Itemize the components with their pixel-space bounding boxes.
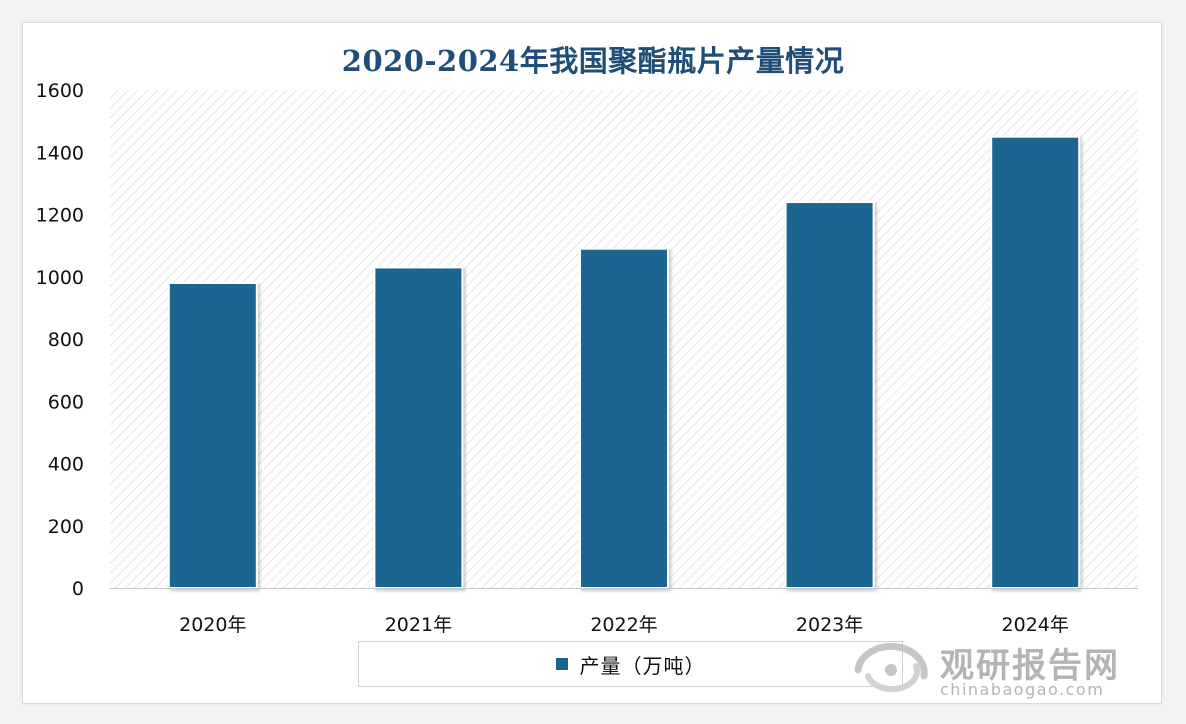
x-tick-label: 2020年 bbox=[179, 614, 246, 636]
y-tick-label: 0 bbox=[72, 578, 84, 600]
watermark: 观研报告网 chinabaogao.com bbox=[846, 630, 1164, 702]
legend: 产量（万吨） bbox=[358, 641, 903, 687]
y-tick-label: 800 bbox=[48, 329, 84, 351]
bar-2 bbox=[579, 247, 669, 590]
y-tick-label: 400 bbox=[48, 454, 84, 476]
y-axis-ticks: 0 200 400 600 800 1000 1200 1400 1600 bbox=[36, 80, 84, 600]
y-tick-label: 600 bbox=[48, 391, 84, 413]
bar-1 bbox=[373, 266, 464, 589]
bar-0 bbox=[167, 281, 258, 589]
x-tick-label: 2021年 bbox=[385, 614, 452, 636]
x-tick-label: 2024年 bbox=[1002, 614, 1069, 636]
y-tick-label: 1600 bbox=[36, 80, 84, 102]
legend-label: 产量（万吨） bbox=[579, 653, 706, 678]
bars bbox=[167, 135, 1081, 590]
watermark-name: 观研报告网 bbox=[940, 646, 1120, 686]
legend-swatch bbox=[555, 658, 568, 670]
y-tick-label: 200 bbox=[48, 516, 84, 538]
bar-3 bbox=[784, 201, 875, 590]
chart-title: 2020-2024年我国聚酯瓶片产量情况 bbox=[341, 44, 845, 78]
watermark-url: chinabaogao.com bbox=[940, 680, 1105, 699]
y-tick-label: 1200 bbox=[36, 205, 84, 227]
x-tick-label: 2023年 bbox=[796, 614, 863, 636]
watermark-logo-icon bbox=[854, 642, 928, 693]
bar-4 bbox=[990, 135, 1081, 589]
x-tick-label: 2022年 bbox=[590, 614, 657, 636]
y-tick-label: 1000 bbox=[36, 267, 84, 289]
y-tick-label: 1400 bbox=[36, 142, 84, 164]
x-axis-ticks: 2020年 2021年 2022年 2023年 2024年 bbox=[179, 614, 1069, 636]
